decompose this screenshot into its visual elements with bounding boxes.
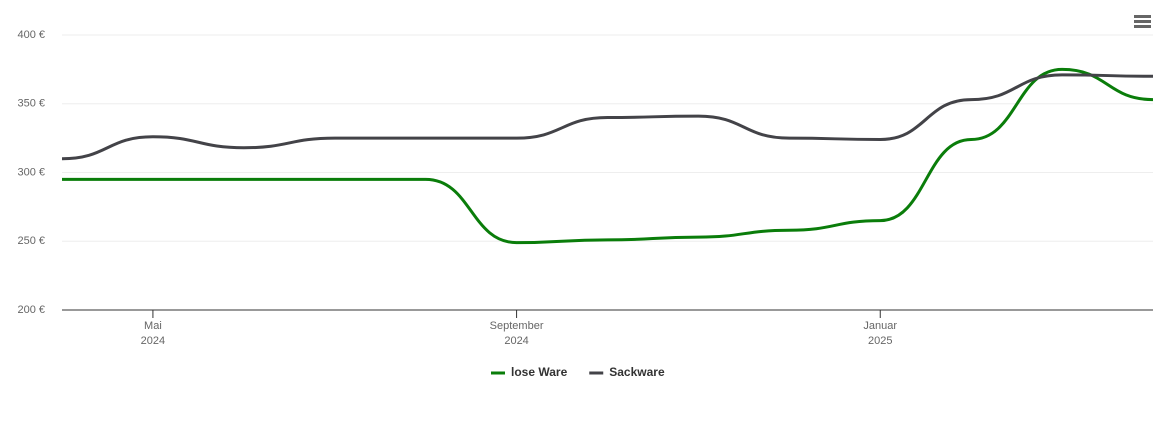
legend-item[interactable]: lose Ware: [491, 365, 568, 379]
y-tick-label: 400 €: [17, 29, 45, 41]
series-line: [62, 67, 1154, 245]
y-tick-label: 200 €: [17, 304, 45, 316]
x-tick-label: 2024: [504, 335, 528, 347]
menu-bar: [1134, 25, 1151, 28]
y-tick-label: 250 €: [17, 235, 45, 247]
menu-button[interactable]: [1134, 15, 1151, 28]
menu-bar: [1134, 20, 1151, 23]
legend-item[interactable]: Sackware: [589, 365, 665, 379]
x-tick-label: Mai: [144, 320, 162, 332]
legend-label: lose Ware: [511, 365, 568, 379]
x-tick-label: 2025: [868, 335, 892, 347]
x-tick-label: September: [490, 320, 544, 332]
x-tick-label: 2024: [141, 335, 165, 347]
x-tick-label: Januar: [863, 320, 897, 332]
y-tick-label: 350 €: [17, 98, 45, 110]
series-line: [61, 73, 1154, 161]
legend-label: Sackware: [609, 365, 665, 379]
menu-bar: [1134, 15, 1151, 18]
y-tick-label: 300 €: [17, 166, 45, 178]
legend: lose Ware Sackware: [491, 365, 665, 379]
